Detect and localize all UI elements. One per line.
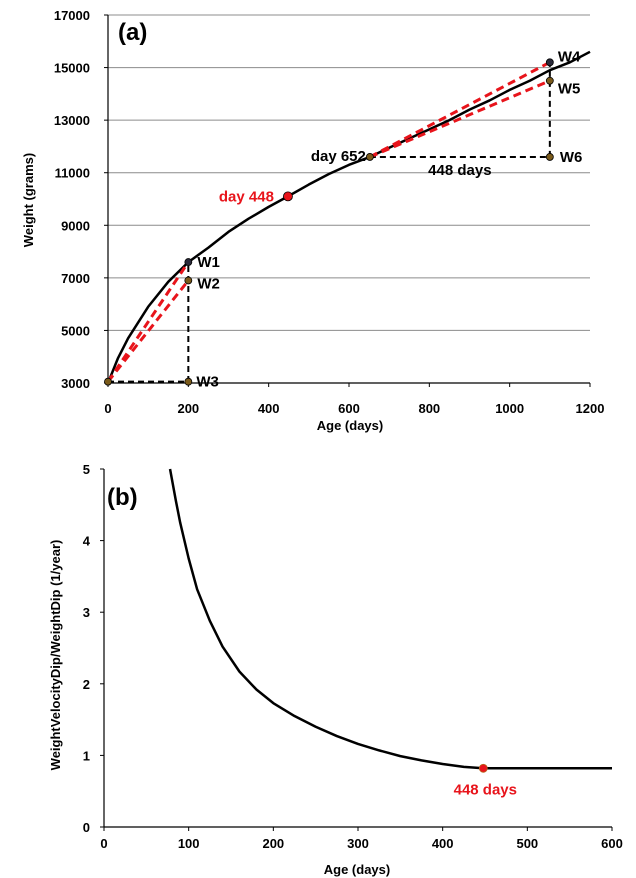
b-x-tick-label: 300 xyxy=(347,836,369,851)
a-y-tick-label: 7000 xyxy=(61,271,90,286)
a-y-tick-label: 11000 xyxy=(55,166,90,181)
a-red-secant-3 xyxy=(369,79,551,159)
b-x-tick-label: 100 xyxy=(178,836,200,851)
a-y-tick-label: 3000 xyxy=(61,376,90,391)
a-y-tick-label: 5000 xyxy=(61,323,90,338)
b-ratio-curve xyxy=(168,468,612,770)
a-point-day-652 xyxy=(365,153,374,161)
b-annotations: 448 days xyxy=(454,781,517,798)
b-annotation-448-days: 448 days xyxy=(454,781,517,798)
b-series-line-0 xyxy=(168,468,612,770)
a-x-tick-label: 200 xyxy=(177,401,199,416)
a-point-w5 xyxy=(545,76,554,85)
b-x-tick-label: 600 xyxy=(601,836,623,851)
a-weight-curve xyxy=(106,50,591,384)
b-x-tick-label: 400 xyxy=(432,836,454,851)
b-x-tick-label: 200 xyxy=(262,836,284,851)
b-data-points xyxy=(478,763,488,773)
a-annotation-w1: W1 xyxy=(197,254,220,271)
a-annotation-448-days: 448 days xyxy=(428,162,491,179)
a-x-tick-label: 0 xyxy=(104,401,111,416)
b-y-tick-label: 3 xyxy=(83,605,90,620)
b-tick-labels: 0 100 200 300 400 500 600 0 1 2 3 4 5 xyxy=(83,462,623,851)
a-point-w4 xyxy=(545,58,554,67)
a-point-w3 xyxy=(184,377,193,386)
b-y-tick-label: 1 xyxy=(83,748,90,763)
a-annotation-w5: W5 xyxy=(558,81,581,98)
a-annotations: W1 W2 W3 W4 W5 W6 day 652 448 days day 448 xyxy=(196,48,582,390)
a-point-w6 xyxy=(545,153,554,161)
a-red-secant-2 xyxy=(369,60,551,159)
panel-a: 0 200 400 600 800 1000 1200 3000 5000 7000 9000 110… xyxy=(21,8,604,433)
a-y-tick-label: 13000 xyxy=(54,113,90,128)
b-point-448-days xyxy=(478,763,488,773)
a-annotation-w6: W6 xyxy=(560,149,583,166)
a-point-w2 xyxy=(184,276,193,285)
a-annotation-w3: W3 xyxy=(196,374,219,391)
a-red-dashed-secants xyxy=(106,60,551,383)
a-series-line-0 xyxy=(106,50,591,384)
a-x-tick-label: 800 xyxy=(418,401,440,416)
a-x-tick-label: 1000 xyxy=(495,401,524,416)
a-y-tick-label: 17000 xyxy=(54,8,90,23)
a-axes xyxy=(107,15,590,384)
b-y-tick-label: 5 xyxy=(83,462,90,477)
a-tick-labels: 0 200 400 600 800 1000 1200 3000 5000 7000 9000 110… xyxy=(54,8,605,416)
a-gridlines xyxy=(108,14,590,331)
panel-b-label: (b) xyxy=(107,484,138,511)
a-annotation-day-652: day 652 xyxy=(311,148,366,165)
b-x-tick-label: 500 xyxy=(516,836,538,851)
a-red-secant-0 xyxy=(106,261,190,383)
a-annotation-w4: W4 xyxy=(558,48,581,65)
a-x-tick-label: 600 xyxy=(338,401,360,416)
panel-a-label: (a) xyxy=(118,19,147,46)
a-point-w1 xyxy=(184,258,193,266)
a-x-axis-label: Age (days) xyxy=(317,418,383,433)
a-y-axis-label: Weight (grams) xyxy=(21,153,36,247)
b-x-axis-label: Age (days) xyxy=(324,862,390,877)
a-red-secant-1 xyxy=(106,279,190,383)
a-x-tick-label: 1200 xyxy=(576,401,605,416)
b-y-axis-label: WeightVelocityDip/WeightDip (1/year) xyxy=(48,540,63,771)
b-x-tick-label: 0 xyxy=(100,836,107,851)
a-point-day-448 xyxy=(283,191,293,202)
a-annotation-w2: W2 xyxy=(197,275,220,292)
a-point-origin xyxy=(104,377,112,386)
a-y-tick-label: 15000 xyxy=(54,61,90,76)
b-y-tick-label: 0 xyxy=(83,820,90,835)
a-annotation-day-448: day 448 xyxy=(219,188,274,205)
a-data-points xyxy=(104,58,554,386)
b-y-tick-label: 2 xyxy=(83,677,90,692)
a-x-tick-label: 400 xyxy=(258,401,280,416)
b-y-tick-label: 4 xyxy=(83,534,91,549)
a-y-tick-label: 9000 xyxy=(61,218,90,233)
panel-b: 0 100 200 300 400 500 600 0 1 2 3 4 5 448 days (b) A… xyxy=(48,462,623,877)
a-dashed-guide-1 xyxy=(369,62,551,158)
